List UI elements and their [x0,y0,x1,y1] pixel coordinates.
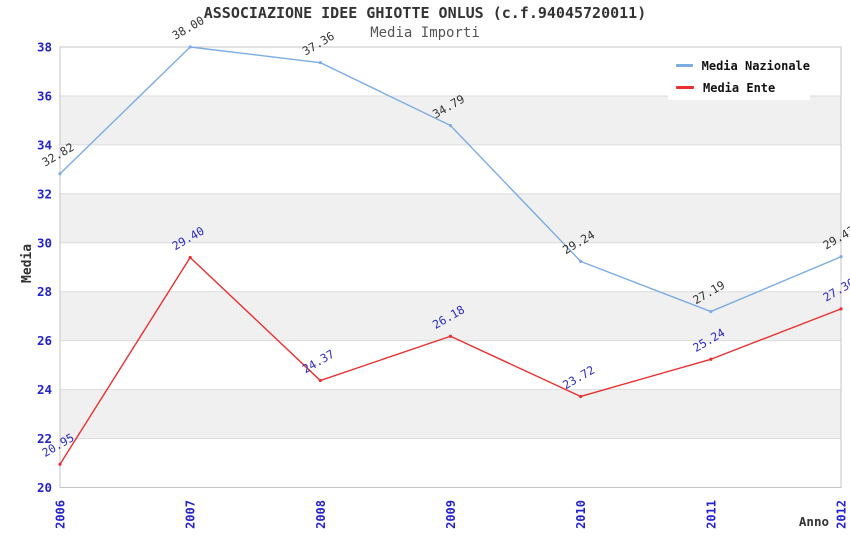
legend-label-media-nazionale: Media Nazionale [701,58,810,73]
y-tick-label: 36 [37,88,52,103]
x-tick-label: 2011 [704,500,718,529]
x-tick-label: 2008 [314,500,328,529]
data-point-media-ente [839,307,843,311]
data-point-media-ente [709,357,713,361]
chart-subtitle: Media Importi [370,25,480,41]
x-tick-label: 2006 [54,500,68,529]
x-tick-label: 2009 [444,500,458,529]
y-axis-label: Media [20,243,35,283]
plot-border [59,46,842,488]
legend-swatch-media-nazionale [676,64,693,67]
x-tick-label: 2007 [184,500,198,529]
y-tick-label: 26 [37,333,52,348]
data-point-media-ente [58,462,62,466]
chart-title: ASSOCIAZIONE IDEE GHIOTTE ONLUS (c.f.940… [203,4,647,22]
data-point-media-nazionale [448,123,453,128]
legend: Media Nazionale Media Ente [668,53,810,100]
legend-item-media-nazionale: Media Nazionale [676,58,810,74]
x-tick-label: 2012 [835,500,849,529]
data-point-media-nazionale [579,259,583,263]
x-tick-label: 2010 [574,500,588,529]
data-point-media-ente [318,378,322,383]
data-point-media-nazionale [709,309,713,314]
y-tick-label: 22 [37,431,52,446]
data-label-media-ente: 24.37 [300,347,337,376]
data-point-media-nazionale [188,45,192,49]
data-label-media-ente: 23.72 [560,363,597,392]
y-tick-label: 28 [37,284,52,299]
data-point-media-nazionale [58,172,62,176]
legend-label-media-ente: Media Ente [703,80,776,95]
y-tick-label: 30 [37,235,52,250]
plot-band [60,95,841,145]
legend-item-media-ente: Media Ente [676,80,810,96]
y-tick-label: 34 [37,137,52,152]
plot-band [60,193,841,243]
legend-swatch-media-ente [676,86,694,89]
data-point-media-nazionale [318,61,322,65]
y-tick-label: 24 [37,382,52,397]
data-point-media-ente [188,255,192,260]
plot-band [60,389,841,439]
y-tick-label: 20 [37,480,52,495]
data-point-media-ente [448,334,453,338]
data-point-media-nazionale [839,255,843,259]
y-tick-label: 38 [37,40,52,55]
x-axis-label: Anno [798,514,829,529]
plot-band [60,291,841,341]
data-point-media-ente [579,394,583,399]
y-tick-label: 32 [37,186,52,201]
